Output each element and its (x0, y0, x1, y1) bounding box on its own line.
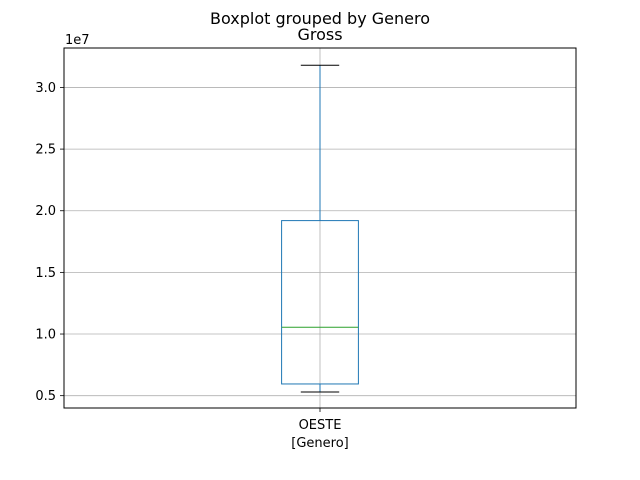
x-tick-label: OESTE (299, 418, 342, 433)
tick-layer: 0.5 1.0 1.5 2.0 2.5 3.0 OESTE (35, 81, 341, 433)
chart-title: Gross (297, 25, 342, 44)
y-tick-label: 3.0 (35, 81, 56, 96)
y-tick-label: 1.0 (35, 328, 56, 343)
iqr-box (281, 220, 359, 385)
box-layer (281, 64, 359, 393)
x-axis-label: [Genero] (291, 436, 348, 451)
y-tick-label: 2.5 (35, 143, 56, 158)
y-tick-label: 2.0 (35, 204, 56, 219)
y-tick-label: 0.5 (35, 389, 56, 404)
y-offset-label: 1e7 (65, 33, 90, 48)
y-tick-label: 1.5 (35, 266, 56, 281)
chart-suptitle: Boxplot grouped by Genero (210, 9, 430, 28)
